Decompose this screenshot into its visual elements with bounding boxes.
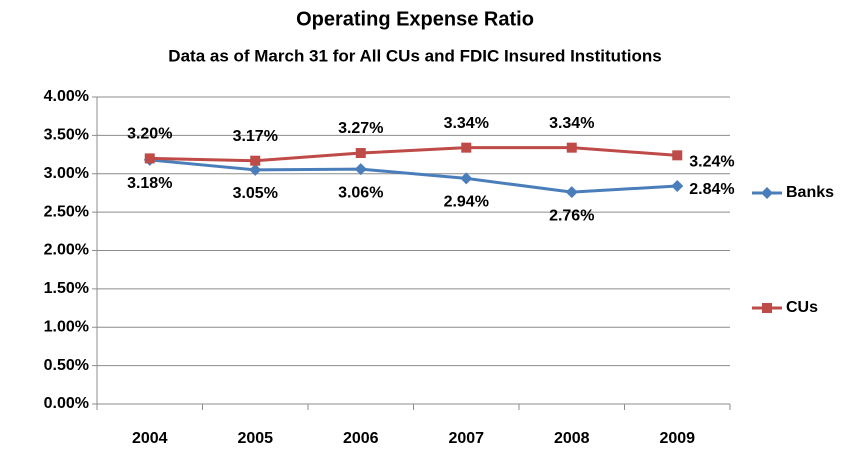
- series-line: [149, 146, 678, 163]
- data-label: 3.27%: [338, 120, 383, 137]
- x-tick-label: 2006: [343, 430, 379, 447]
- y-tick-label: 4.00%: [44, 88, 89, 105]
- data-label: 2.94%: [444, 194, 489, 211]
- x-tick-label: 2009: [659, 430, 695, 447]
- y-tick-label: 0.50%: [44, 357, 89, 374]
- marker: [566, 142, 577, 153]
- y-tick-label: 2.50%: [44, 203, 89, 220]
- data-label: 3.34%: [549, 115, 594, 132]
- legend-marker: [762, 303, 772, 313]
- y-tick-label: 1.50%: [44, 280, 89, 297]
- chart-subtitle: Data as of March 31 for All CUs and FDIC…: [168, 46, 661, 65]
- legend-label: CUs: [786, 299, 818, 316]
- marker: [144, 153, 155, 164]
- marker: [461, 142, 472, 153]
- data-label: 3.05%: [233, 185, 278, 202]
- y-tick-label: 2.00%: [44, 242, 89, 259]
- marker: [460, 172, 473, 185]
- marker: [671, 180, 684, 193]
- y-tick-label: 3.50%: [44, 127, 89, 144]
- x-tick-label: 2008: [554, 430, 590, 447]
- y-tick-label: 0.00%: [44, 395, 89, 412]
- x-tick-label: 2004: [132, 430, 168, 447]
- y-tick-label: 1.00%: [44, 318, 89, 335]
- data-label: 2.76%: [549, 207, 594, 224]
- data-label: 3.18%: [127, 175, 172, 192]
- data-label: 3.24%: [689, 154, 734, 171]
- marker: [250, 155, 261, 166]
- legend-label: Banks: [786, 184, 834, 201]
- data-label: 3.34%: [444, 115, 489, 132]
- series-line: [149, 158, 678, 194]
- marker: [249, 163, 262, 176]
- data-label: 2.84%: [689, 181, 734, 198]
- marker: [355, 148, 366, 159]
- chart-title: Operating Expense Ratio: [296, 8, 534, 30]
- marker: [672, 150, 683, 161]
- marker: [565, 186, 578, 199]
- data-label: 3.06%: [338, 184, 383, 201]
- y-tick-label: 3.00%: [44, 165, 89, 182]
- x-tick-label: 2005: [237, 430, 273, 447]
- x-tick-label: 2007: [448, 430, 484, 447]
- legend-marker: [761, 187, 773, 199]
- data-label: 3.20%: [127, 126, 172, 143]
- marker: [354, 163, 367, 176]
- data-label: 3.17%: [233, 128, 278, 145]
